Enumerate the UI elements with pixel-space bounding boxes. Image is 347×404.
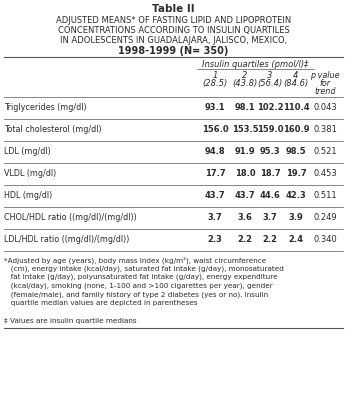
Text: Insulin quartiles (pmol/l)‡: Insulin quartiles (pmol/l)‡ (202, 60, 309, 69)
Text: 91.9: 91.9 (235, 147, 255, 156)
Text: 43.7: 43.7 (235, 191, 255, 200)
Text: VLDL (mg/dl): VLDL (mg/dl) (4, 170, 56, 179)
Text: trend: trend (314, 87, 336, 96)
Text: CHOL/HDL ratio ((mg/dl)/(mg/dl)): CHOL/HDL ratio ((mg/dl)/(mg/dl)) (4, 213, 137, 223)
Text: Table II: Table II (152, 4, 195, 14)
Text: 0.453: 0.453 (313, 170, 337, 179)
Text: *Adjusted by age (years), body mass index (kg/m²), waist circumference
   (cm), : *Adjusted by age (years), body mass inde… (4, 256, 284, 305)
Text: 110.4: 110.4 (283, 103, 309, 112)
Text: 42.3: 42.3 (286, 191, 306, 200)
Text: 102.2: 102.2 (257, 103, 283, 112)
Text: Total cholesterol (mg/dl): Total cholesterol (mg/dl) (4, 126, 102, 135)
Text: CONCENTRATIONS ACCORDING TO INSULIN QUARTILES: CONCENTRATIONS ACCORDING TO INSULIN QUAR… (58, 26, 289, 35)
Text: 95.3: 95.3 (260, 147, 280, 156)
Text: 153.5: 153.5 (232, 126, 258, 135)
Text: 3.7: 3.7 (263, 213, 277, 223)
Text: 2: 2 (242, 71, 248, 80)
Text: ADJUSTED MEANS* OF FASTING LIPID AND LIPOPROTEIN: ADJUSTED MEANS* OF FASTING LIPID AND LIP… (56, 16, 291, 25)
Text: for: for (320, 79, 330, 88)
Text: 18.0: 18.0 (235, 170, 255, 179)
Text: 17.7: 17.7 (205, 170, 225, 179)
Text: 2.4: 2.4 (288, 236, 304, 244)
Text: 0.381: 0.381 (313, 126, 337, 135)
Text: (56.4): (56.4) (257, 79, 282, 88)
Text: 0.511: 0.511 (313, 191, 337, 200)
Text: Triglycerides (mg/dl): Triglycerides (mg/dl) (4, 103, 87, 112)
Text: 2.3: 2.3 (208, 236, 222, 244)
Text: 0.249: 0.249 (313, 213, 337, 223)
Text: 0.043: 0.043 (313, 103, 337, 112)
Text: LDL (mg/dl): LDL (mg/dl) (4, 147, 51, 156)
Text: 94.8: 94.8 (205, 147, 225, 156)
Text: 1998-1999 (N= 350): 1998-1999 (N= 350) (118, 46, 229, 56)
Text: 0.340: 0.340 (313, 236, 337, 244)
Text: 4: 4 (293, 71, 299, 80)
Text: p value: p value (310, 71, 340, 80)
Text: 98.5: 98.5 (286, 147, 306, 156)
Text: LDL/HDL ratio ((mg/dl)/(mg/dl)): LDL/HDL ratio ((mg/dl)/(mg/dl)) (4, 236, 129, 244)
Text: (84.6): (84.6) (283, 79, 308, 88)
Text: 156.0: 156.0 (202, 126, 228, 135)
Text: 93.1: 93.1 (205, 103, 225, 112)
Text: (43.8): (43.8) (232, 79, 257, 88)
Text: ‡ Values are insulin quartile medians: ‡ Values are insulin quartile medians (4, 318, 137, 324)
Text: 1: 1 (212, 71, 218, 80)
Text: 160.9: 160.9 (283, 126, 309, 135)
Text: HDL (mg/dl): HDL (mg/dl) (4, 191, 52, 200)
Text: IN ADOLESCENTS IN GUADALAJARA, JALISCO, MEXICO,: IN ADOLESCENTS IN GUADALAJARA, JALISCO, … (60, 36, 287, 45)
Text: 98.1: 98.1 (235, 103, 255, 112)
Text: 44.6: 44.6 (260, 191, 280, 200)
Text: 19.7: 19.7 (286, 170, 306, 179)
Text: 159.0: 159.0 (257, 126, 283, 135)
Text: 2.2: 2.2 (262, 236, 278, 244)
Text: 3: 3 (267, 71, 273, 80)
Text: 3.6: 3.6 (238, 213, 252, 223)
Text: 43.7: 43.7 (205, 191, 225, 200)
Text: 0.521: 0.521 (313, 147, 337, 156)
Text: 3.9: 3.9 (289, 213, 303, 223)
Text: (28.5): (28.5) (202, 79, 228, 88)
Text: 3.7: 3.7 (208, 213, 222, 223)
Text: 2.2: 2.2 (237, 236, 253, 244)
Text: 18.7: 18.7 (260, 170, 280, 179)
